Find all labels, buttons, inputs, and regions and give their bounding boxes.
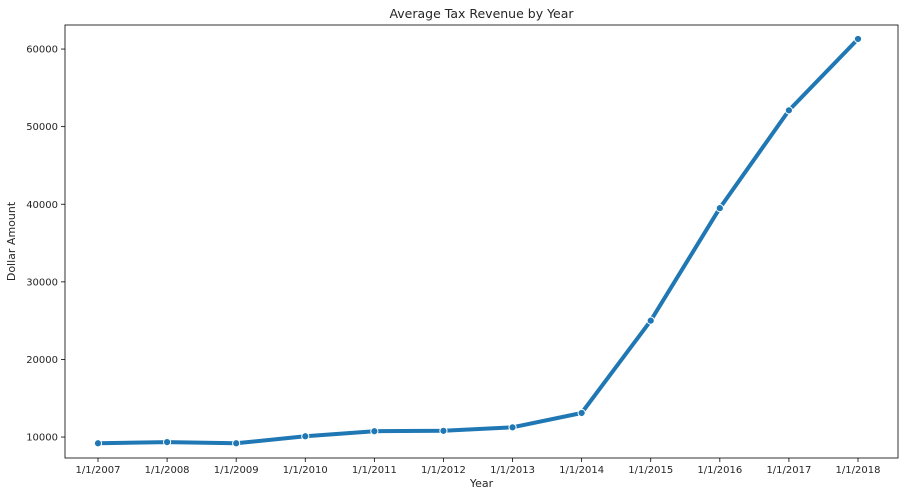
chart-title: Average Tax Revenue by Year [389, 6, 574, 21]
data-point [577, 408, 586, 418]
x-tick-label: 1/1/2011 [352, 465, 397, 476]
data-point [93, 439, 103, 448]
x-tick-label: 1/1/2017 [766, 465, 811, 476]
x-tick-label: 1/1/2010 [283, 465, 328, 476]
x-tick-label: 1/1/2008 [145, 465, 190, 476]
x-axis: 1/1/2007 1/1/2008 1/1/2009 1/1/2010 1/1/2011… [76, 458, 881, 476]
x-tick-label: 1/1/2007 [76, 465, 121, 476]
x-tick-label: 1/1/2016 [697, 465, 742, 476]
data-point [232, 439, 241, 448]
data-point [301, 432, 310, 441]
y-tick-label: 30000 [26, 277, 58, 288]
data-point [715, 204, 724, 213]
y-tick-label: 10000 [26, 433, 58, 444]
y-tick-label: 20000 [26, 355, 58, 366]
data-point [646, 316, 655, 325]
y-axis-title: Dollar Amount [5, 201, 18, 281]
x-tick-label: 1/1/2009 [214, 465, 259, 476]
x-tick-label: 1/1/2015 [628, 465, 673, 476]
x-tick-label: 1/1/2012 [421, 465, 466, 476]
data-point [439, 426, 448, 435]
data-point [784, 106, 794, 115]
y-tick-label: 50000 [26, 122, 58, 133]
data-point [508, 423, 517, 432]
data-point [162, 437, 172, 447]
x-tick-label: 1/1/2013 [490, 465, 535, 476]
series-line [96, 37, 860, 446]
y-tick-label: 60000 [26, 45, 58, 56]
y-tick-label: 40000 [26, 200, 58, 211]
x-axis-title: Year [469, 477, 494, 490]
x-tick-label: 1/1/2014 [559, 465, 604, 476]
plot-frame [64, 24, 899, 459]
y-axis: 10000 20000 30000 40000 50000 60000 [26, 45, 65, 444]
data-point [853, 34, 863, 44]
data-point [370, 427, 379, 436]
series-group [93, 34, 863, 448]
x-tick-label: 1/1/2018 [836, 465, 881, 476]
